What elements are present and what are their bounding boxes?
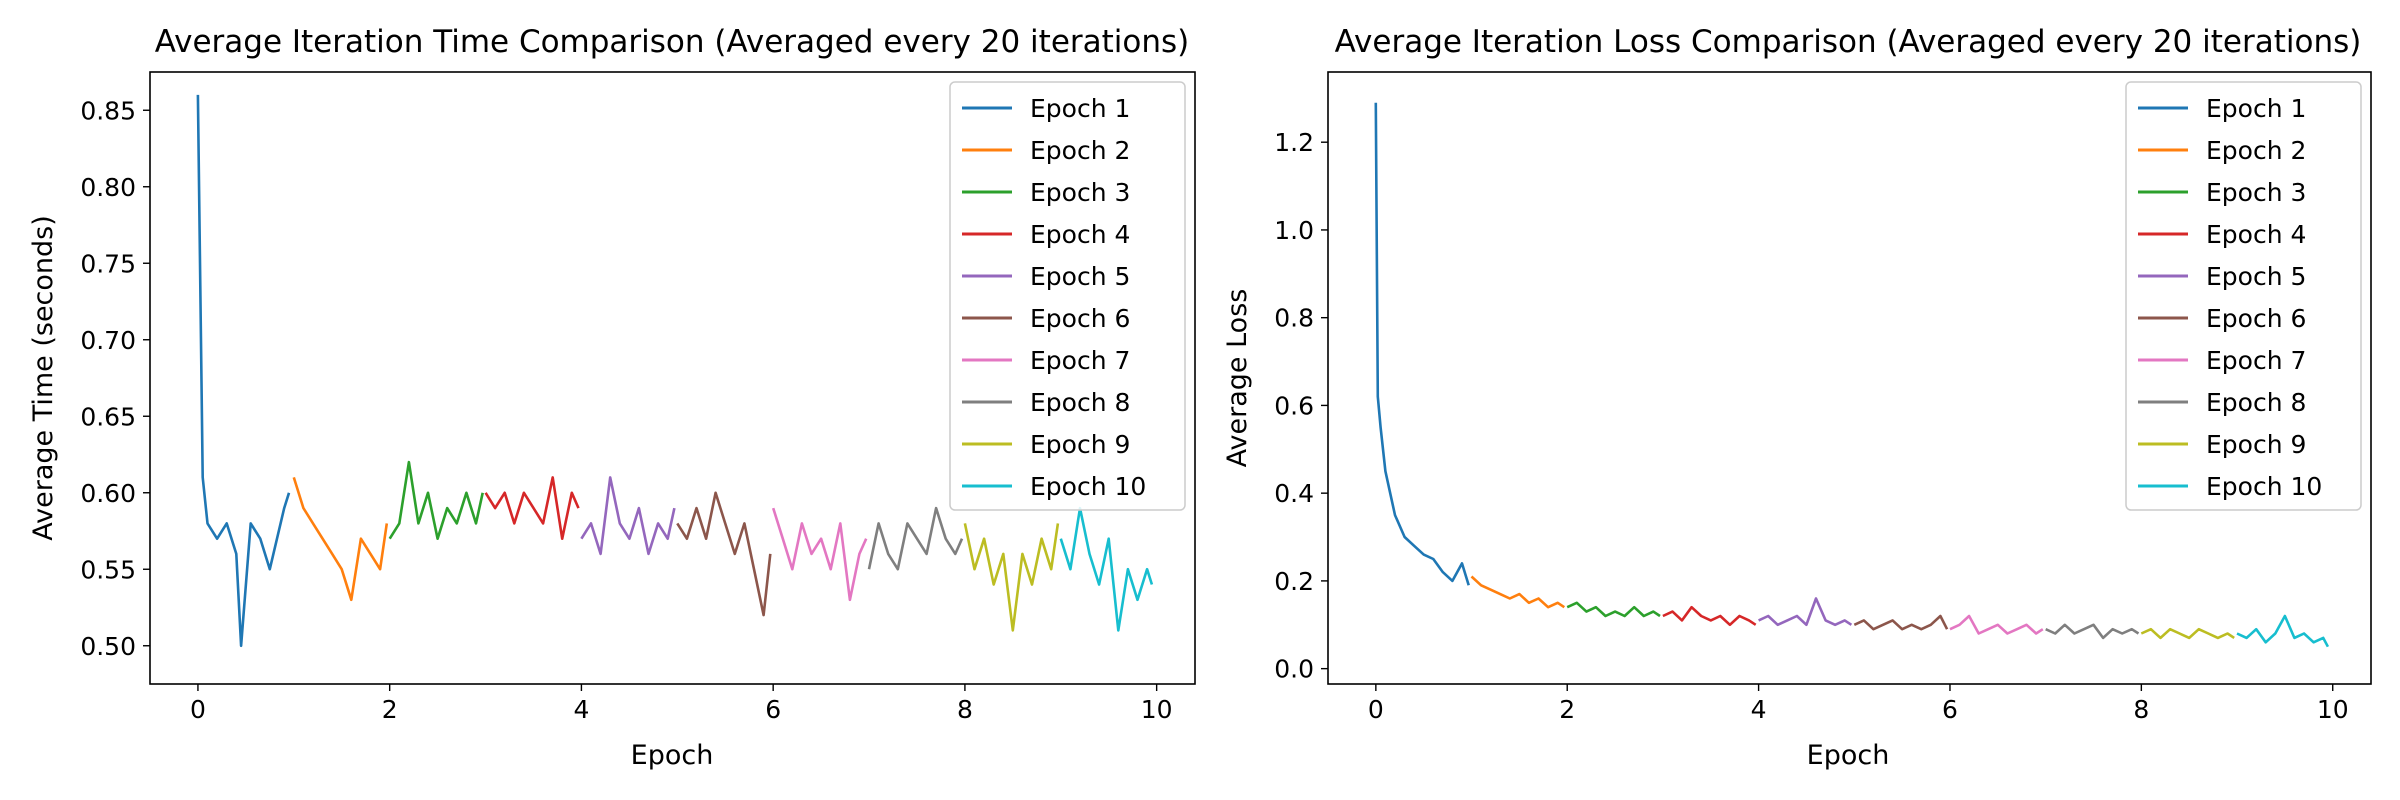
series-line-10: [2236, 614, 2330, 648]
y-tick-label: 0.70: [80, 326, 136, 355]
legend: Epoch 1 Epoch 2 Epoch 3 Epoch 4 Epoch 5 Epoch…: [949, 81, 1186, 511]
y-tick-label: 0.2: [1274, 567, 1314, 596]
series-line-3: [388, 460, 484, 541]
legend-label: Epoch 5: [1030, 262, 1130, 291]
series-line-6: [676, 491, 772, 617]
x-axis-label: Epoch: [631, 740, 714, 771]
legend-label: Epoch 9: [2206, 430, 2306, 459]
y-tick-label: 0.4: [1274, 479, 1314, 508]
legend-label: Epoch 7: [1030, 346, 1130, 375]
x-axis-label: Epoch: [1807, 740, 1890, 771]
x-tick-label: 0: [190, 695, 206, 724]
legend: Epoch 1 Epoch 2 Epoch 3 Epoch 4 Epoch 5 Epoch…: [2125, 81, 2362, 511]
plot-frame: [1327, 71, 2372, 685]
y-tick-label: 0.80: [80, 173, 136, 202]
legend-label: Epoch 5: [2206, 262, 2306, 291]
x-tick-label: 8: [2133, 695, 2149, 724]
series-line-8: [2045, 623, 2140, 640]
legend-label: Epoch 2: [2206, 136, 2306, 165]
x-tick-label: 0: [1368, 695, 1384, 724]
y-tick-label: 0.8: [1274, 304, 1314, 333]
plot-lines: [196, 94, 1154, 648]
series-line-1: [196, 94, 291, 648]
legend-label: Epoch 2: [1030, 136, 1130, 165]
y-tick-label: 0.65: [80, 402, 136, 431]
y-tick-label: 0.60: [80, 479, 136, 508]
x-tick-label: 10: [2317, 695, 2349, 724]
series-line-4: [484, 476, 580, 541]
legend-label: Epoch 6: [1030, 304, 1130, 333]
y-axis: 0.0 0.2 0.4 0.6 0.8 1.0 1.2: [1274, 128, 1328, 684]
legend-label: Epoch 10: [2206, 472, 2322, 501]
y-axis: 0.50 0.55 0.60 0.65 0.70 0.75 0.80 0.85: [80, 96, 150, 661]
y-tick-label: 0.50: [80, 632, 136, 661]
series-line-9: [963, 523, 1060, 632]
legend-label: Epoch 7: [2206, 346, 2306, 375]
x-tick-label: 4: [573, 695, 589, 724]
series-line-10: [1059, 506, 1154, 632]
series-line-7: [1949, 614, 2044, 635]
legend-label: Epoch 1: [2206, 94, 2306, 123]
legend-label: Epoch 8: [2206, 388, 2306, 417]
series-line-9: [2140, 627, 2235, 640]
chart-title: Average Iteration Time Comparison (Avera…: [155, 24, 1190, 60]
y-tick-label: 1.0: [1274, 216, 1314, 245]
plot-lines: [1374, 102, 2330, 648]
series-line-3: [1566, 601, 1661, 618]
y-axis-label: Average Time (seconds): [28, 215, 59, 541]
x-tick-label: 6: [765, 695, 781, 724]
legend-label: Epoch 3: [1030, 178, 1130, 207]
x-axis: 0 2 4 6 8 10: [1368, 684, 2349, 724]
x-tick-label: 4: [1751, 695, 1767, 724]
y-axis-label: Average Loss: [1222, 289, 1253, 468]
plot-frame: [149, 71, 1196, 685]
series-line-6: [1853, 614, 1949, 631]
series-line-2: [1470, 575, 1566, 609]
chart-title: Average Iteration Loss Comparison (Avera…: [1335, 24, 2362, 60]
legend-label: Epoch 4: [1030, 220, 1130, 249]
y-tick-label: 0.55: [80, 555, 136, 584]
legend-label: Epoch 6: [2206, 304, 2306, 333]
series-line-8: [867, 506, 964, 571]
x-tick-label: 2: [382, 695, 398, 724]
legend-label: Epoch 10: [1030, 472, 1146, 501]
y-tick-label: 0.75: [80, 249, 136, 278]
x-tick-label: 10: [1141, 695, 1173, 724]
y-tick-label: 0.85: [80, 96, 136, 125]
legend-label: Epoch 3: [2206, 178, 2306, 207]
legend-label: Epoch 8: [1030, 388, 1130, 417]
legend-label: Epoch 4: [2206, 220, 2306, 249]
loss-chart: Average Iteration Loss Comparison (Avera…: [1222, 24, 2372, 771]
series-line-2: [292, 477, 389, 602]
series-line-1: [1374, 102, 1470, 586]
y-tick-label: 1.2: [1274, 128, 1314, 157]
series-line-5: [580, 476, 676, 556]
series-line-7: [771, 507, 868, 602]
time-chart: Average Iteration Time Comparison (Avera…: [28, 24, 1196, 771]
x-tick-label: 2: [1559, 695, 1575, 724]
x-axis: 0 2 4 6 8 10: [190, 684, 1173, 724]
series-line-5: [1758, 597, 1853, 627]
x-tick-label: 8: [957, 695, 973, 724]
x-tick-label: 6: [1942, 695, 1958, 724]
legend-label: Epoch 1: [1030, 94, 1130, 123]
y-tick-label: 0.6: [1274, 391, 1314, 420]
y-tick-label: 0.0: [1274, 655, 1314, 684]
series-line-4: [1662, 605, 1757, 627]
legend-label: Epoch 9: [1030, 430, 1130, 459]
